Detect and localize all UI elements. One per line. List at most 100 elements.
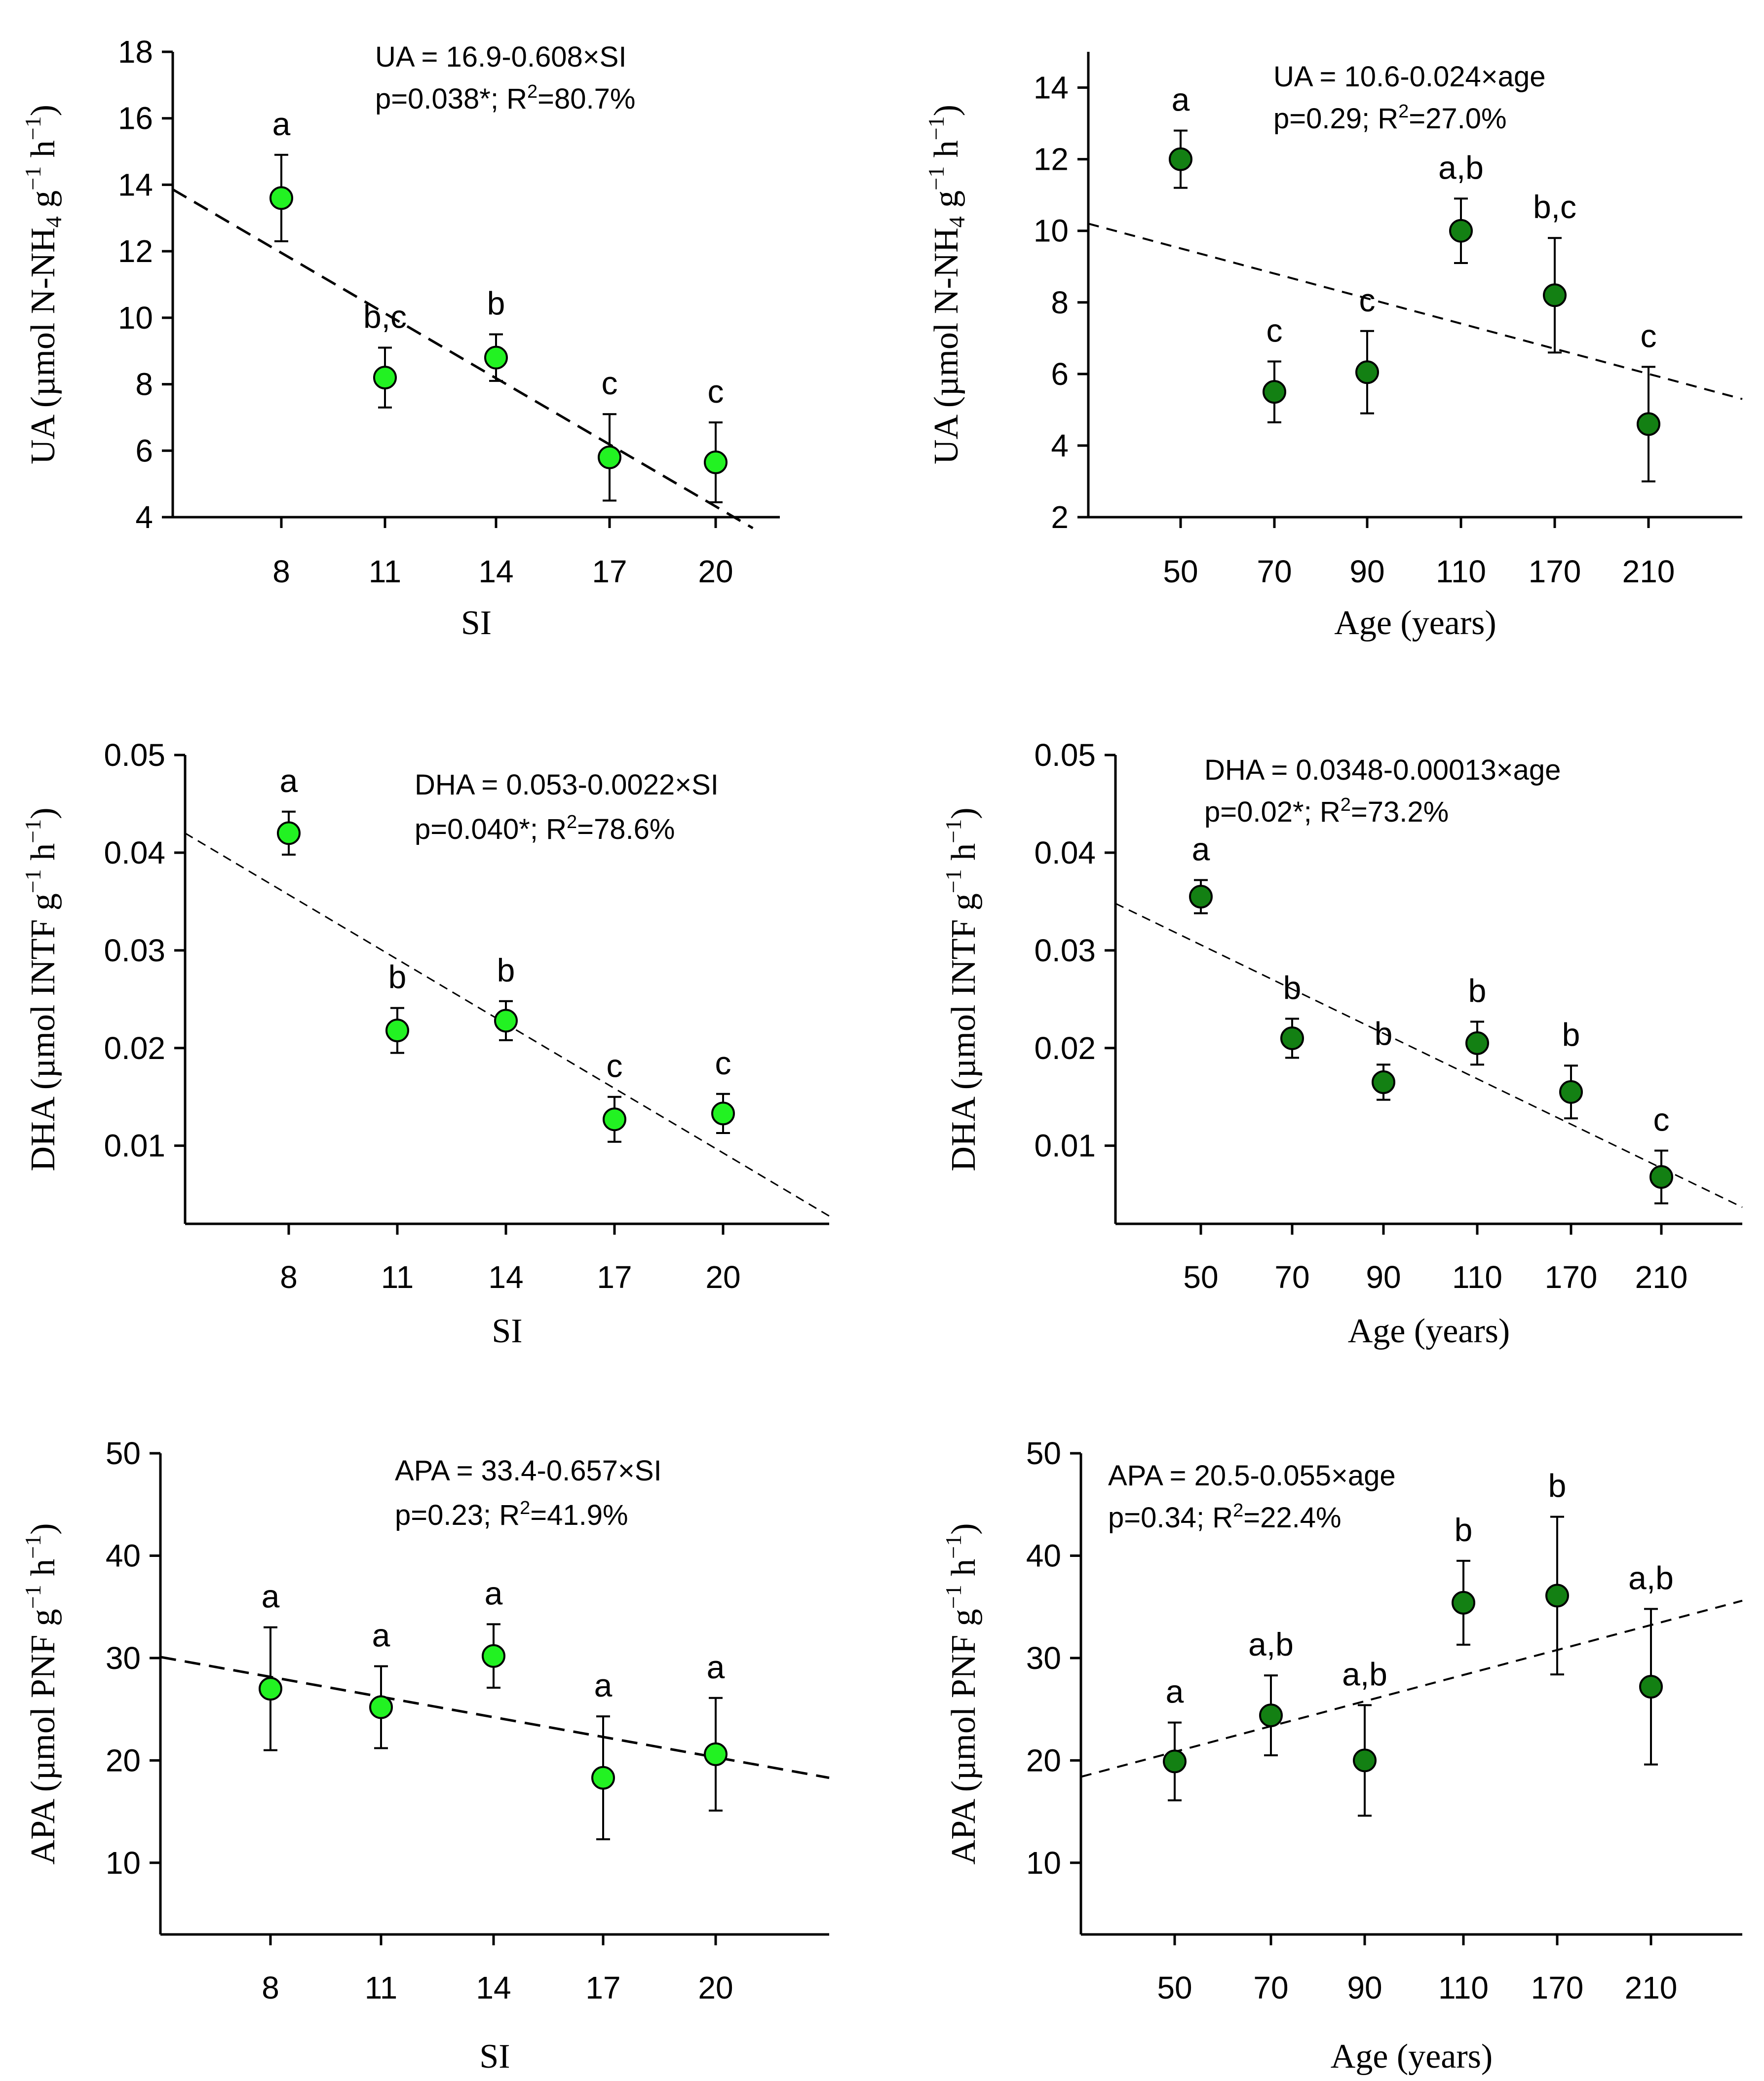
significance-letter: a [594, 1667, 613, 1703]
x-tick-label: 11 [365, 1970, 397, 2005]
significance-letter: a [280, 762, 298, 799]
y-label-text: h [24, 843, 62, 870]
data-point [1465, 1031, 1489, 1055]
y-tick-label: 30 [106, 1640, 141, 1676]
x-axis-label: Age (years) [1348, 1312, 1510, 1350]
stats-text: p=0.29; R [1273, 103, 1398, 135]
data-point [277, 821, 301, 845]
significance-letter: c [607, 1048, 623, 1084]
panel-apa-age: 10 20 30 40 50 50 70 90 110 170 210 a a,b a,b b b a,b APA… [941, 1436, 1743, 2076]
y-tick-label: 10 [1026, 1845, 1061, 1881]
y-axis-label: DHA (µmol INTF g−1 h−1) [20, 807, 62, 1171]
significance-letter: b [1283, 969, 1302, 1006]
y-label-text: h [945, 843, 983, 870]
y-label-text: ) [24, 1523, 62, 1535]
regression-line [1088, 223, 1743, 400]
y-label-text: ) [945, 1523, 983, 1535]
regression-stats: p=0.29; R2=27.0% [1273, 101, 1507, 135]
x-tick-label: 14 [488, 1259, 523, 1295]
y-label-superscript: −1 [20, 1585, 45, 1609]
y-label-text: ) [927, 105, 965, 116]
data-point [1649, 1165, 1673, 1189]
stats-superscript: 2 [527, 81, 537, 102]
y-tick-label: 4 [1051, 428, 1069, 463]
y-label-text: UA (µmol N-NH [927, 227, 965, 464]
panel-ua-si: 4 6 8 10 12 14 16 18 8 11 14 17 20 a b,c b c c UA = 16.9-0… [20, 34, 780, 642]
stats-text: p=0.038*; R [375, 83, 527, 115]
y-label-superscript: −1 [20, 116, 45, 140]
y-tick-label: 0.04 [104, 835, 165, 870]
data-point [1355, 360, 1379, 384]
y-axis-label: APA (µmol PNF g−1 h−1) [941, 1523, 983, 1865]
y-tick-label: 12 [118, 233, 153, 269]
significance-letter: a,b [1628, 1559, 1674, 1596]
significance-letter: a [1192, 831, 1210, 867]
significance-letter: a [262, 1578, 280, 1615]
data-point [1637, 412, 1660, 436]
y-tick-label: 40 [106, 1538, 141, 1573]
y-tick-label: 8 [1051, 285, 1069, 320]
y-label-text: DHA (µmol INTF g [945, 893, 983, 1171]
stats-superscript: 2 [520, 1498, 530, 1518]
data-point [269, 186, 293, 210]
y-axis-label: DHA (µmol INTF g−1 h−1) [941, 807, 983, 1171]
x-tick-label: 14 [478, 554, 513, 589]
x-tick-label: 17 [592, 554, 627, 589]
y-label-superscript: −1 [923, 116, 949, 140]
significance-letter: b [1455, 1512, 1473, 1548]
data-point [1372, 1070, 1395, 1095]
x-tick-label: 17 [597, 1259, 632, 1295]
y-tick-label: 0.04 [1034, 835, 1096, 870]
y-tick-label: 20 [1026, 1742, 1061, 1778]
regression-equation: DHA = 0.053-0.0022×SI [415, 769, 719, 801]
y-axis-label: UA (µmol N-NH4 g−1 h−1) [923, 105, 969, 464]
regression-line [172, 188, 754, 530]
data-point [1639, 1674, 1663, 1699]
regression-stats: p=0.02*; R2=73.2% [1204, 795, 1449, 828]
x-tick-label: 170 [1545, 1259, 1598, 1295]
significance-letter: a [485, 1575, 503, 1611]
y-axis-label: APA (µmol PNF g−1 h−1) [20, 1523, 62, 1865]
significance-letter: b,c [363, 298, 407, 335]
x-tick-label: 11 [381, 1259, 414, 1295]
significance-letter: c [715, 1045, 731, 1081]
significance-letter: a,b [1248, 1626, 1294, 1663]
significance-letter: c [1641, 317, 1657, 354]
data-point [1545, 1584, 1569, 1608]
y-label-superscript: −1 [20, 1535, 45, 1559]
stats-text: =27.0% [1409, 103, 1506, 135]
significance-letter: b [497, 952, 515, 988]
y-tick-label: 2 [1051, 499, 1069, 535]
data-point [1353, 1748, 1377, 1773]
stats-text: =80.7% [537, 83, 635, 115]
x-tick-label: 11 [369, 554, 401, 589]
y-tick-label: 50 [106, 1436, 141, 1471]
y-label-superscript: −1 [941, 869, 966, 893]
panel-dha-age: 0.01 0.02 0.03 0.04 0.05 50 70 90 110 170 210 a b b b b… [941, 737, 1743, 1350]
y-label-subscript: 4 [944, 216, 969, 227]
y-label-superscript: −1 [941, 1585, 966, 1609]
x-tick-label: 110 [1438, 1970, 1489, 2005]
significance-letter: c [602, 365, 618, 401]
x-tick-label: 70 [1253, 1970, 1288, 2005]
y-tick-label: 4 [135, 499, 153, 535]
significance-letter: b,c [1533, 189, 1576, 225]
y-tick-label: 14 [1034, 70, 1069, 106]
y-label-text: ) [945, 807, 983, 819]
data-point [603, 1107, 626, 1132]
y-tick-label: 0.05 [1034, 737, 1096, 773]
y-tick-label: 0.02 [104, 1030, 165, 1066]
x-tick-label: 70 [1274, 1259, 1309, 1295]
data-point [373, 366, 397, 390]
stats-superscript: 2 [1398, 101, 1409, 122]
significance-letter: c [1266, 312, 1283, 348]
data-point [1452, 1590, 1475, 1615]
y-tick-label: 8 [135, 367, 153, 402]
y-tick-label: 0.05 [104, 737, 165, 773]
y-tick-label: 0.01 [104, 1128, 165, 1164]
data-point [1163, 1749, 1187, 1774]
y-label-superscript: −1 [941, 1535, 966, 1559]
significance-letter: a [1172, 81, 1190, 118]
data-point [704, 450, 728, 474]
